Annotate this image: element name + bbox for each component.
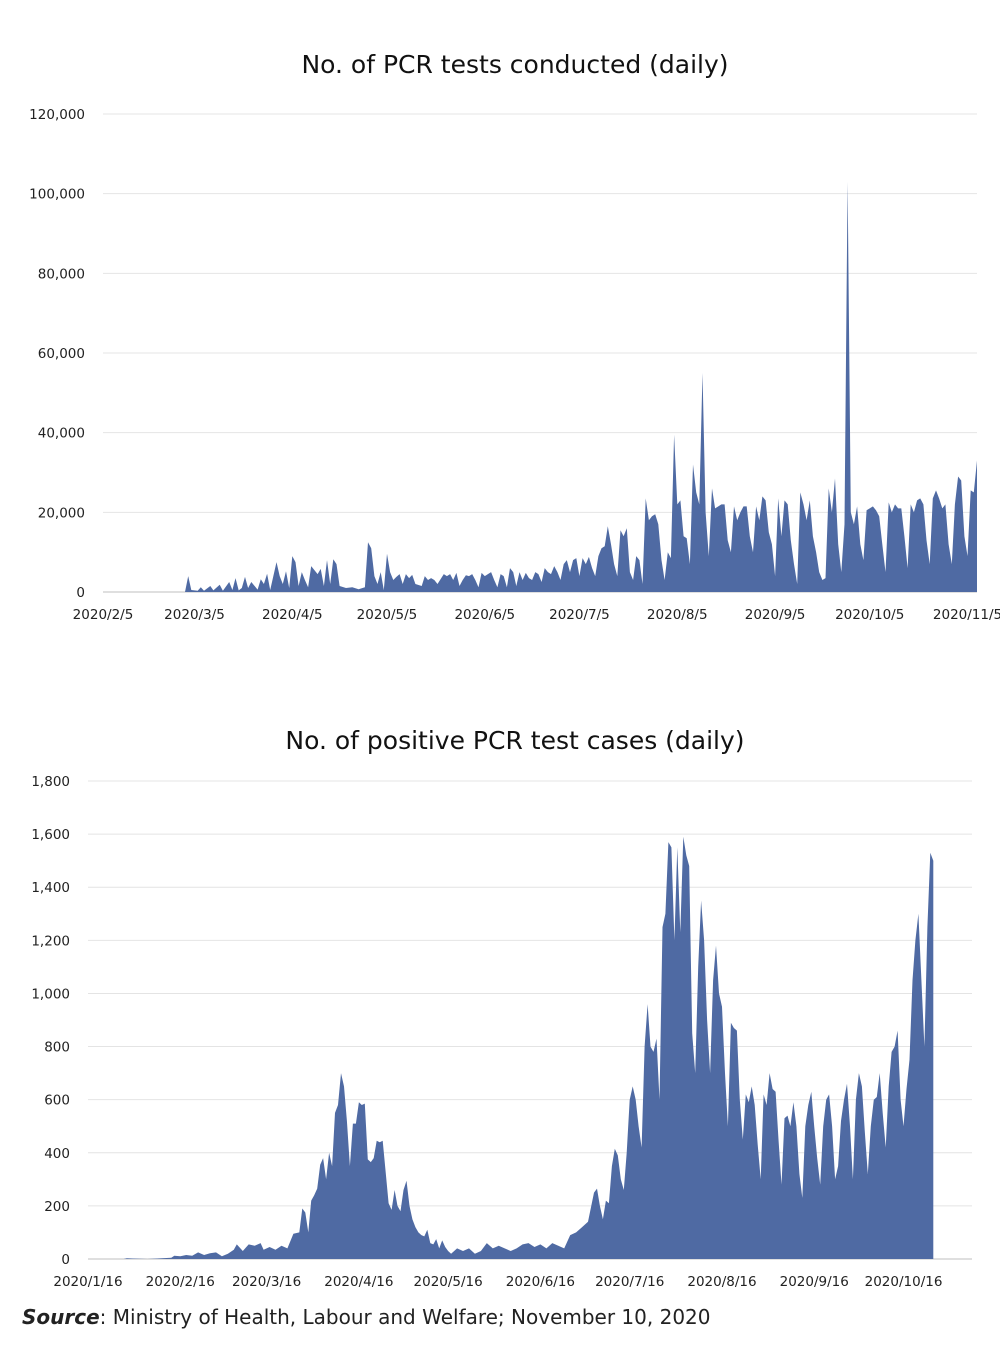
- y-tick-label: 60,000: [38, 346, 85, 362]
- x-tick-label: 2020/3/16: [232, 1274, 301, 1290]
- x-tick-label: 2020/9/5: [745, 607, 806, 623]
- y-tick-label: 1,600: [31, 827, 70, 843]
- x-tick-label: 2020/2/5: [73, 607, 134, 623]
- source-note: Source: Ministry of Health, Labour and W…: [22, 1305, 711, 1329]
- y-tick-label: 200: [44, 1199, 70, 1215]
- x-tick-label: 2020/7/16: [595, 1274, 664, 1290]
- positives-chart: No. of positive PCR test cases (daily) 0…: [0, 718, 1000, 1308]
- x-tick-label: 2020/6/5: [454, 607, 515, 623]
- x-tick-label: 2020/6/16: [506, 1274, 575, 1290]
- series-area: [88, 836, 934, 1259]
- tests-chart-svg: 0 20,000 40,000 60,000 80,000 100,000 120,000 2…: [29, 107, 1000, 623]
- x-tick-label: 2020/4/16: [324, 1274, 393, 1290]
- x-tick-label: 2020/2/16: [146, 1274, 215, 1290]
- source-text: : Ministry of Health, Labour and Welfare…: [99, 1305, 711, 1329]
- source-label: Source: [22, 1305, 100, 1329]
- y-tick-label: 20,000: [38, 505, 85, 521]
- y-tick-label: 40,000: [38, 426, 85, 442]
- y-tick-label: 1,800: [31, 774, 70, 790]
- x-tick-label: 2020/11/5: [933, 607, 1000, 623]
- y-tick-label: 0: [61, 1252, 70, 1268]
- y-tick-label: 400: [44, 1146, 70, 1162]
- y-tick-label: 1,400: [31, 880, 70, 896]
- tests-chart: No. of PCR tests conducted (daily) 0 20,0…: [0, 40, 1000, 640]
- x-tick-label: 2020/8/16: [687, 1274, 756, 1290]
- y-tick-label: 1,000: [31, 986, 70, 1002]
- x-tick-label: 2020/5/5: [357, 607, 418, 623]
- x-tick-label: 2020/10/5: [835, 607, 904, 623]
- tests-chart-title: No. of PCR tests conducted (daily): [301, 50, 729, 79]
- x-tick-label: 2020/3/5: [164, 607, 225, 623]
- y-tick-label: 120,000: [29, 107, 85, 123]
- y-tick-label: 100,000: [29, 187, 85, 203]
- x-tick-label: 2020/4/5: [262, 607, 323, 623]
- x-tick-label: 2020/9/16: [780, 1274, 849, 1290]
- series-area: [103, 181, 977, 592]
- x-tick-label: 2020/7/5: [549, 607, 610, 623]
- y-tick-label: 1,200: [31, 933, 70, 949]
- x-tick-label: 2020/1/16: [53, 1274, 122, 1290]
- x-tick-label: 2020/5/16: [414, 1274, 483, 1290]
- y-tick-label: 600: [44, 1093, 70, 1109]
- y-tick-label: 800: [44, 1040, 70, 1056]
- y-tick-label: 0: [76, 585, 85, 601]
- x-tick-label: 2020/8/5: [647, 607, 708, 623]
- y-tick-label: 80,000: [38, 266, 85, 282]
- positives-chart-title: No. of positive PCR test cases (daily): [285, 726, 745, 755]
- positives-chart-svg: 0 200 400 600 800 1,000 1,200 1,400 1,600 1,800 20…: [31, 774, 972, 1290]
- x-tick-label: 2020/10/16: [865, 1274, 943, 1290]
